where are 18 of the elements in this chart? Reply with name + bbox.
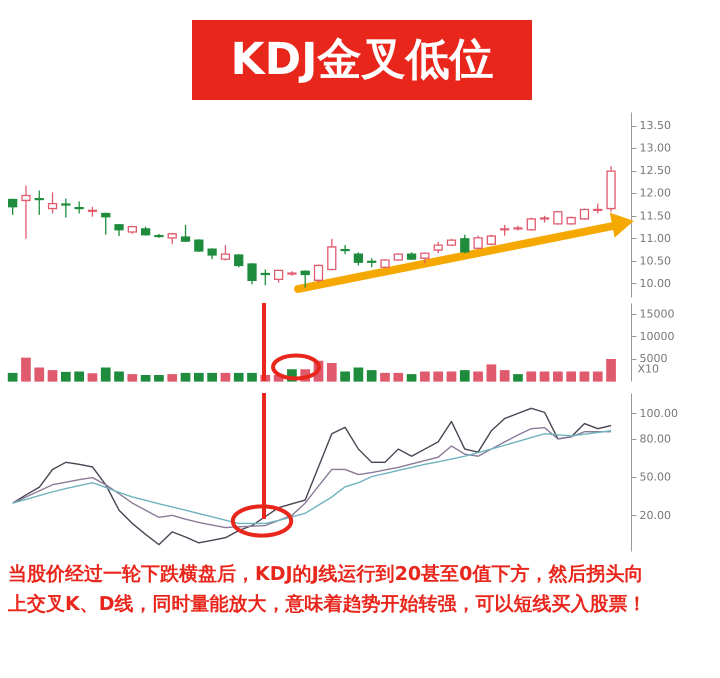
y-tick-label: 12.50 <box>640 164 671 178</box>
y-tick-label: 5000 <box>640 352 668 366</box>
y-tick-label: 11.50 <box>640 209 671 222</box>
text: 当股价经过一轮下跌横盘后，KDJ的J线运行到20甚至0值下方，然后拐头向上交叉K、D线，同时量能放大，意味着趋势开始转强，可以短线买入股票！ <box>7 563 646 615</box>
y-tick-label: 10.50 <box>640 254 671 268</box>
y-tick-label: 11.00 <box>640 232 671 245</box>
y-tick-label: 100.00 <box>640 406 678 420</box>
y-axis-title: X10 <box>638 362 660 376</box>
y-tick-label: 10000 <box>640 330 674 343</box>
y-tick-label: 20.00 <box>640 508 671 522</box>
y-tick-label: 80.00 <box>640 432 671 446</box>
y-tick-label: 10.00 <box>640 276 671 290</box>
y-tick-label: 15000 <box>640 308 674 321</box>
y-tick-label: 50.00 <box>640 470 671 484</box>
y-tick-label: 13.50 <box>640 119 671 132</box>
y-tick-label: 12.00 <box>640 186 671 200</box>
y-tick-label: 13.00 <box>640 142 671 155</box>
chart-title: KDJ金叉低位 <box>230 34 494 85</box>
